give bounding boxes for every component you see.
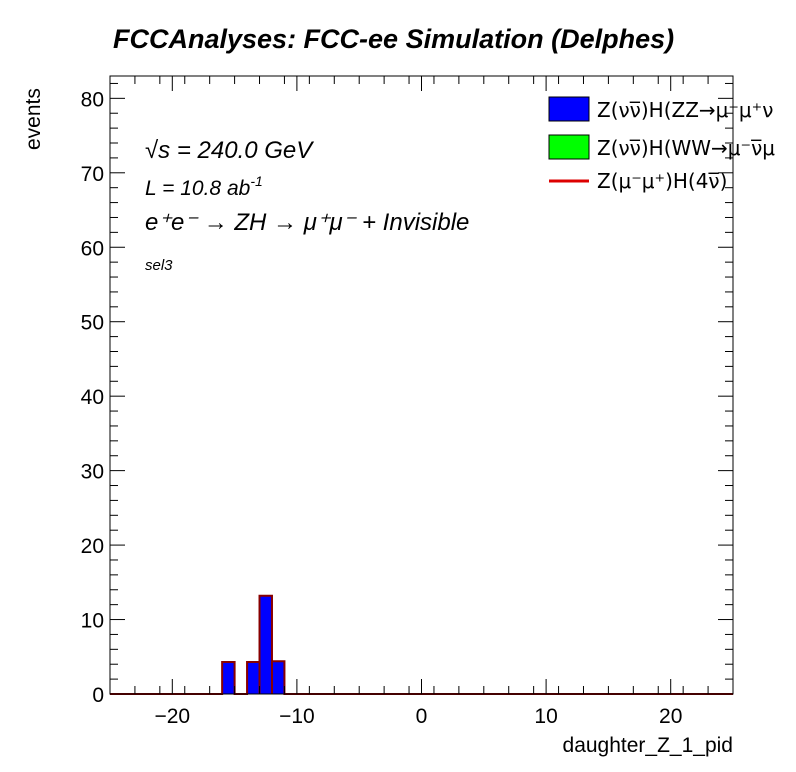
histogram-bar-0 bbox=[222, 661, 235, 694]
histogram-bar-1 bbox=[247, 661, 260, 694]
selection-annotation: sel3 bbox=[145, 257, 173, 274]
axis-ticks: −20 −10 0 10 20 0 10 20 30 40 50 60 70 80 bbox=[81, 76, 734, 728]
legend-swatch-1 bbox=[548, 134, 590, 160]
y-tick-label-1: 10 bbox=[81, 610, 104, 633]
chart-title: FCCAnalyses: FCC-ee Simulation (Delphes) bbox=[113, 24, 674, 54]
y-tick-label-8: 80 bbox=[81, 88, 104, 111]
x-tick-label-1: −10 bbox=[279, 705, 315, 728]
legend-label-2: Z(μ⁻μ⁺)H(4ν̅) bbox=[597, 169, 727, 193]
annotations: √s = 240.0 GeV L = 10.8 ab-1 e⁺e⁻ → ZH →… bbox=[145, 137, 469, 274]
x-axis-label: daughter_Z_1_pid bbox=[563, 734, 733, 757]
y-tick-label-4: 40 bbox=[81, 386, 104, 409]
x-tick-label-0: −20 bbox=[154, 705, 190, 728]
y-tick-label-7: 70 bbox=[81, 163, 104, 186]
histogram-bars bbox=[110, 594, 733, 695]
histogram-outline bbox=[110, 594, 733, 695]
legend-label-1: Z(νν̅)H(WW→μ⁻ν̅μ bbox=[597, 136, 775, 160]
y-tick-label-3: 30 bbox=[81, 461, 104, 484]
x-tick-label-3: 10 bbox=[534, 705, 557, 728]
y-tick-label-6: 60 bbox=[81, 237, 104, 260]
legend: Z(νν̅)H(ZZ→μ⁻μ⁺ν Z(νν̅)H(WW→μ⁻ν̅μ Z(μ⁻μ⁺)H… bbox=[548, 96, 775, 193]
y-tick-label-0: 0 bbox=[92, 684, 104, 707]
process-annotation: e⁺e⁻ → ZH → μ⁺μ⁻ + Invisible bbox=[145, 209, 469, 236]
legend-swatch-0 bbox=[548, 96, 590, 122]
luminosity-annotation: L = 10.8 ab-1 bbox=[145, 173, 263, 200]
y-axis-label: events bbox=[22, 88, 45, 150]
sqrt-s-annotation: √s = 240.0 GeV bbox=[145, 137, 314, 164]
histogram-bar-2 bbox=[259, 595, 272, 694]
y-tick-label-2: 20 bbox=[81, 535, 104, 558]
y-tick-label-5: 50 bbox=[81, 312, 104, 335]
x-tick-label-2: 0 bbox=[416, 705, 428, 728]
histogram-bar-3 bbox=[271, 661, 285, 694]
x-tick-label-4: 20 bbox=[659, 705, 682, 728]
legend-label-0: Z(νν̅)H(ZZ→μ⁻μ⁺ν bbox=[597, 98, 773, 122]
